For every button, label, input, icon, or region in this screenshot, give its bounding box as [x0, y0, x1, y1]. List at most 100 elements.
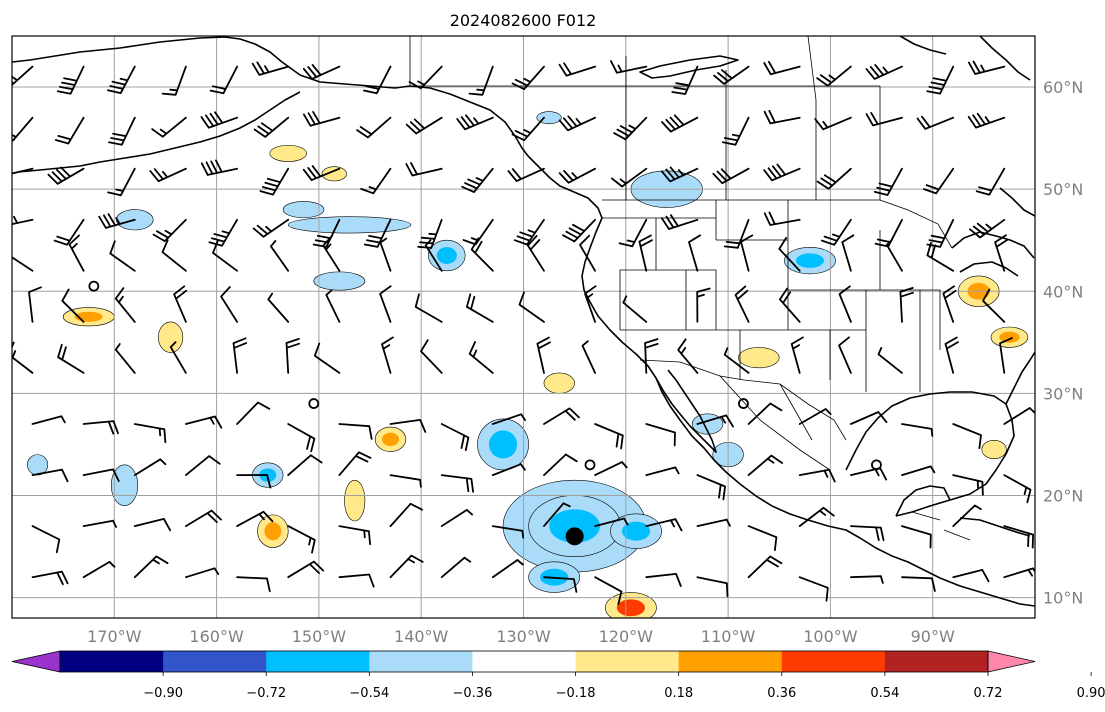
wind-barb	[236, 401, 271, 425]
alaska-coastline	[12, 36, 411, 89]
wind-barb	[285, 338, 300, 374]
contour-fill-layer	[27, 111, 1029, 618]
wind-barb	[440, 556, 472, 579]
wind-barb	[405, 162, 443, 177]
wind-barb	[267, 292, 290, 323]
wind-barb	[82, 468, 120, 482]
wind-barb	[594, 517, 629, 527]
wind-barb	[558, 115, 596, 132]
contour-region	[738, 347, 780, 369]
wind-barb	[982, 288, 1006, 323]
wind-barb	[511, 65, 545, 90]
wind-barb	[763, 60, 801, 76]
contour-region	[981, 440, 1007, 460]
colorbar-tick-labels: −0.90 −0.72 −0.54 −0.36 −0.18 0.18 0.36 0.54 0.7…	[143, 672, 1105, 701]
wind-barb	[287, 525, 316, 554]
wind-barb	[408, 65, 443, 90]
wind-barb	[734, 285, 750, 323]
colorbar-segment	[60, 651, 164, 672]
wind-barb	[763, 211, 801, 226]
wind-barb	[677, 338, 699, 374]
wind-barb	[671, 65, 699, 95]
wind-barb	[259, 167, 290, 196]
chart-title: 2024082600 F012	[450, 11, 597, 30]
calm-wind-circles	[88, 280, 882, 471]
wind-barb	[356, 116, 392, 139]
wind-barb	[185, 509, 222, 527]
wind-barb	[952, 569, 990, 583]
wind-barb	[967, 112, 1006, 129]
wind-barb	[594, 576, 623, 606]
wind-barb	[379, 237, 392, 272]
wind-barb	[723, 218, 750, 249]
wind-barb	[527, 235, 545, 272]
wind-barb	[389, 502, 423, 527]
wind-barb	[968, 60, 1006, 75]
lat-tick-label: 40°N	[1043, 282, 1083, 301]
wind-barb	[389, 474, 422, 488]
wind-barb	[82, 420, 119, 435]
wind-barb	[31, 570, 69, 586]
wind-barb	[200, 159, 238, 176]
calm-wind-circle	[871, 459, 882, 471]
wind-barb	[543, 407, 580, 425]
wind-barb	[389, 419, 427, 433]
wind-barb	[645, 518, 683, 532]
wind-barb	[133, 458, 167, 476]
wind-barb	[461, 167, 494, 193]
wind-barb	[114, 287, 136, 323]
contour-region	[344, 479, 366, 522]
wind-barb	[661, 114, 699, 133]
wind-barb	[12, 241, 34, 272]
wind-barb	[379, 285, 392, 323]
wind-barb	[975, 167, 1006, 196]
political-borders	[409, 36, 971, 541]
wind-barb	[558, 62, 596, 77]
contour-region	[543, 372, 575, 394]
wind-barb	[440, 509, 473, 527]
wind-barb	[901, 525, 932, 549]
wind-barb	[54, 116, 85, 145]
wind-barb	[999, 337, 1013, 374]
colorbar-segment	[472, 651, 577, 672]
wind-barb	[543, 576, 578, 593]
wind-barb	[923, 167, 955, 195]
wind-barb	[133, 423, 167, 444]
wind-barb	[200, 111, 238, 129]
contour-core	[795, 253, 825, 268]
mexico-states	[719, 375, 831, 471]
wind-barb	[389, 554, 424, 579]
latitude-labels: 10°N 20°N 30°N 40°N 50°N 60°N	[1043, 78, 1083, 608]
wind-barb	[645, 466, 680, 476]
calm-wind-circle	[738, 398, 749, 409]
wind-barb	[82, 561, 116, 579]
wind-barb	[287, 454, 323, 476]
wind-barb	[536, 336, 551, 374]
wind-barb	[816, 65, 852, 87]
lat-tick-label: 60°N	[1043, 78, 1083, 97]
wind-barb	[644, 338, 659, 374]
wind-barb	[558, 167, 596, 184]
contour-region	[157, 321, 184, 353]
wind-barb	[511, 116, 545, 142]
canada-coast-east	[999, 187, 1035, 217]
wind-barb	[778, 237, 801, 272]
wind-barb	[236, 576, 271, 593]
contour-region	[536, 111, 562, 125]
wind-barb	[363, 65, 392, 95]
wind-barb	[581, 340, 596, 374]
wind-barb	[926, 218, 955, 248]
wind-barb	[12, 116, 34, 142]
wind-barb	[212, 239, 238, 272]
wind-barb	[338, 451, 372, 476]
wind-barb	[287, 560, 325, 579]
wind-barb	[185, 415, 223, 429]
longitude-labels: 170°W 160°W 150°W 140°W 130°W 120°W 110°W 100°W…	[87, 627, 955, 646]
lon-tick-label: 140°W	[394, 627, 449, 646]
colorbar-segment	[678, 651, 783, 672]
colorbar-tick-label: 0.90	[1077, 686, 1105, 701]
contour-region	[321, 166, 347, 182]
wind-barb	[420, 339, 443, 374]
lat-tick-label: 20°N	[1043, 486, 1083, 505]
